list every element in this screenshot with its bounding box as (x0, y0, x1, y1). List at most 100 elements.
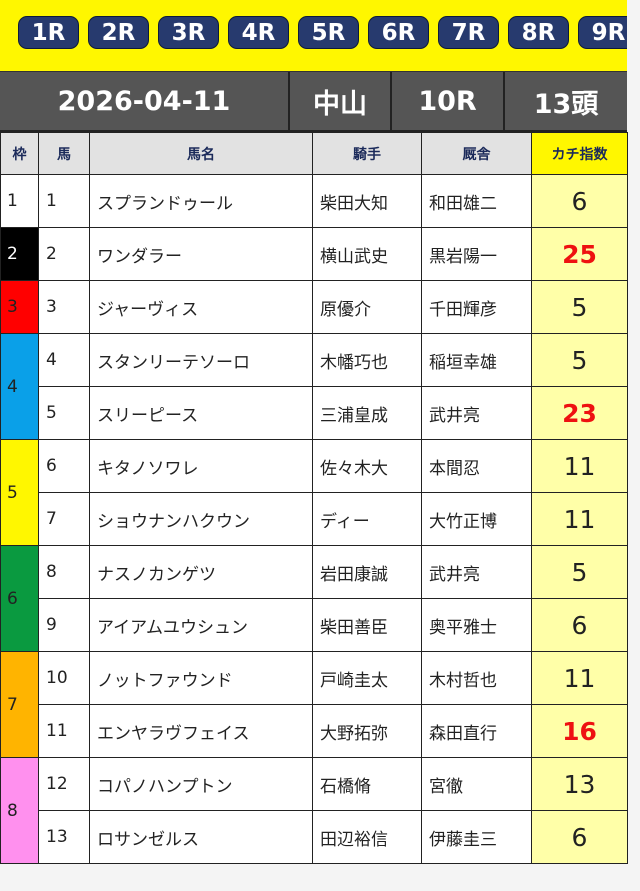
race-nav-bar: 1R 2R 3R 4R 5R 6R 7R 8R 9R (0, 0, 627, 72)
horse-number: 5 (38, 386, 90, 440)
kachi-index: 11 (531, 439, 628, 493)
jockey-name: 佐々木大 (312, 439, 422, 493)
horse-number: 8 (38, 545, 90, 599)
kachi-index: 11 (531, 651, 628, 705)
table-row: 2 2 ワンダラー 横山武史 黒岩陽一 25 (0, 227, 628, 281)
trainer-name: 木村哲也 (421, 651, 532, 705)
entries-table: 枠 馬 馬名 騎手 厩舎 カチ指数 1 1 スプランドゥール 柴田大知 和田雄二 6 2 2 ワ… (0, 132, 628, 864)
horse-name: ノットファウンド (89, 651, 313, 705)
race-page: 1R 2R 3R 4R 5R 6R 7R 8R 9R 2026-04-11 中山 10R 13頭… (0, 0, 628, 864)
horse-name: ジャーヴィス (89, 280, 313, 334)
table-row: 4 4 スタンリーテソーロ 木幡巧也 稲垣幸雄 5 (0, 333, 628, 440)
table-row: 11 エンヤラヴフェイス 大野拓弥 森田直行 16 (1, 704, 628, 758)
kachi-index: 16 (531, 704, 628, 758)
table-row: 6 8 ナスノカンゲツ 岩田康誠 武井亮 5 (0, 545, 628, 652)
header-uma: 馬 (38, 132, 90, 175)
horse-name: ナスノカンゲツ (89, 545, 313, 599)
jockey-name: ディー (312, 492, 422, 546)
kachi-index: 6 (531, 174, 628, 228)
trainer-name: 大竹正博 (421, 492, 532, 546)
header-waku: 枠 (0, 132, 39, 175)
race-button-6R[interactable]: 6R (368, 16, 429, 49)
header-jockey: 騎手 (312, 132, 422, 175)
trainer-name: 稲垣幸雄 (421, 333, 532, 387)
table-row: 13 ロサンゼルス 田辺裕信 伊藤圭三 6 (1, 810, 628, 864)
horse-number: 13 (38, 810, 90, 864)
horse-number: 11 (38, 704, 90, 758)
horse-name: スタンリーテソーロ (89, 333, 313, 387)
trainer-name: 和田雄二 (421, 174, 532, 228)
jockey-name: 横山武史 (312, 227, 422, 281)
kachi-index: 11 (531, 492, 628, 546)
kachi-index: 5 (531, 545, 628, 599)
waku-cell: 6 (0, 545, 39, 652)
jockey-name: 原優介 (312, 280, 422, 334)
trainer-name: 武井亮 (421, 386, 532, 440)
trainer-name: 本間忍 (421, 439, 532, 493)
table-row: 8 12 コパノハンプトン 石橋脩 宮徹 13 (0, 757, 628, 864)
horse-number: 9 (38, 598, 90, 652)
trainer-name: 森田直行 (421, 704, 532, 758)
race-buttons: 1R 2R 3R 4R 5R 6R 7R 8R 9R (18, 16, 627, 49)
header-kachi: カチ指数 (531, 132, 628, 175)
horse-name: エンヤラヴフェイス (89, 704, 313, 758)
table-row: 3 3 ジャーヴィス 原優介 千田輝彦 5 (0, 280, 628, 334)
trainer-name: 宮徹 (421, 757, 532, 811)
horse-number: 3 (38, 280, 90, 334)
trainer-name: 伊藤圭三 (421, 810, 532, 864)
race-number: 10R (392, 72, 505, 130)
horse-number: 7 (38, 492, 90, 546)
race-button-1R[interactable]: 1R (18, 16, 79, 49)
waku-cell: 2 (0, 227, 39, 281)
horse-name: スリーピース (89, 386, 313, 440)
horse-number: 12 (38, 757, 90, 811)
kachi-index: 23 (531, 386, 628, 440)
race-info-bar: 2026-04-11 中山 10R 13頭 (0, 72, 627, 132)
horse-name: スプランドゥール (89, 174, 313, 228)
horse-number: 1 (38, 174, 90, 228)
trainer-name: 奥平雅士 (421, 598, 532, 652)
kachi-index: 6 (531, 598, 628, 652)
jockey-name: 戸崎圭太 (312, 651, 422, 705)
table-row: 1 1 スプランドゥール 柴田大知 和田雄二 6 (0, 174, 628, 228)
horse-name: キタノソワレ (89, 439, 313, 493)
waku-cell: 1 (0, 174, 39, 228)
trainer-name: 黒岩陽一 (421, 227, 532, 281)
race-button-8R[interactable]: 8R (508, 16, 569, 49)
header-name: 馬名 (89, 132, 313, 175)
trainer-name: 武井亮 (421, 545, 532, 599)
race-button-3R[interactable]: 3R (158, 16, 219, 49)
kachi-index: 5 (531, 280, 628, 334)
jockey-name: 柴田善臣 (312, 598, 422, 652)
waku-cell: 4 (0, 333, 39, 440)
waku-cell: 3 (0, 280, 39, 334)
table-row: 5 6 キタノソワレ 佐々木大 本間忍 11 (0, 439, 628, 546)
jockey-name: 岩田康誠 (312, 545, 422, 599)
waku-cell: 5 (0, 439, 39, 546)
horse-name: ワンダラー (89, 227, 313, 281)
jockey-name: 田辺裕信 (312, 810, 422, 864)
race-button-4R[interactable]: 4R (228, 16, 289, 49)
jockey-name: 石橋脩 (312, 757, 422, 811)
trainer-name: 千田輝彦 (421, 280, 532, 334)
table-row: 7 10 ノットファウンド 戸崎圭太 木村哲也 11 (0, 651, 628, 758)
table-header: 枠 馬 馬名 騎手 厩舎 カチ指数 (0, 132, 628, 175)
jockey-name: 木幡巧也 (312, 333, 422, 387)
race-button-2R[interactable]: 2R (88, 16, 149, 49)
header-trainer: 厩舎 (421, 132, 532, 175)
kachi-index: 13 (531, 757, 628, 811)
kachi-index: 25 (531, 227, 628, 281)
waku-cell: 7 (0, 651, 39, 758)
race-venue: 中山 (290, 72, 392, 130)
table-row: 7 ショウナンハクウン ディー 大竹正博 11 (1, 492, 628, 546)
race-button-5R[interactable]: 5R (298, 16, 359, 49)
jockey-name: 柴田大知 (312, 174, 422, 228)
waku-cell: 8 (0, 757, 39, 864)
race-button-9R[interactable]: 9R (578, 16, 627, 49)
table-row: 9 アイアムユウシュン 柴田善臣 奥平雅士 6 (1, 598, 628, 652)
horse-number: 10 (38, 651, 90, 705)
horse-count: 13頭 (533, 88, 599, 120)
jockey-name: 大野拓弥 (312, 704, 422, 758)
table-row: 5 スリーピース 三浦皇成 武井亮 23 (1, 386, 628, 440)
race-button-7R[interactable]: 7R (438, 16, 499, 49)
